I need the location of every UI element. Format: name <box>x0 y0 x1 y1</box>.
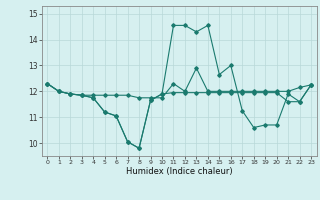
X-axis label: Humidex (Indice chaleur): Humidex (Indice chaleur) <box>126 167 233 176</box>
